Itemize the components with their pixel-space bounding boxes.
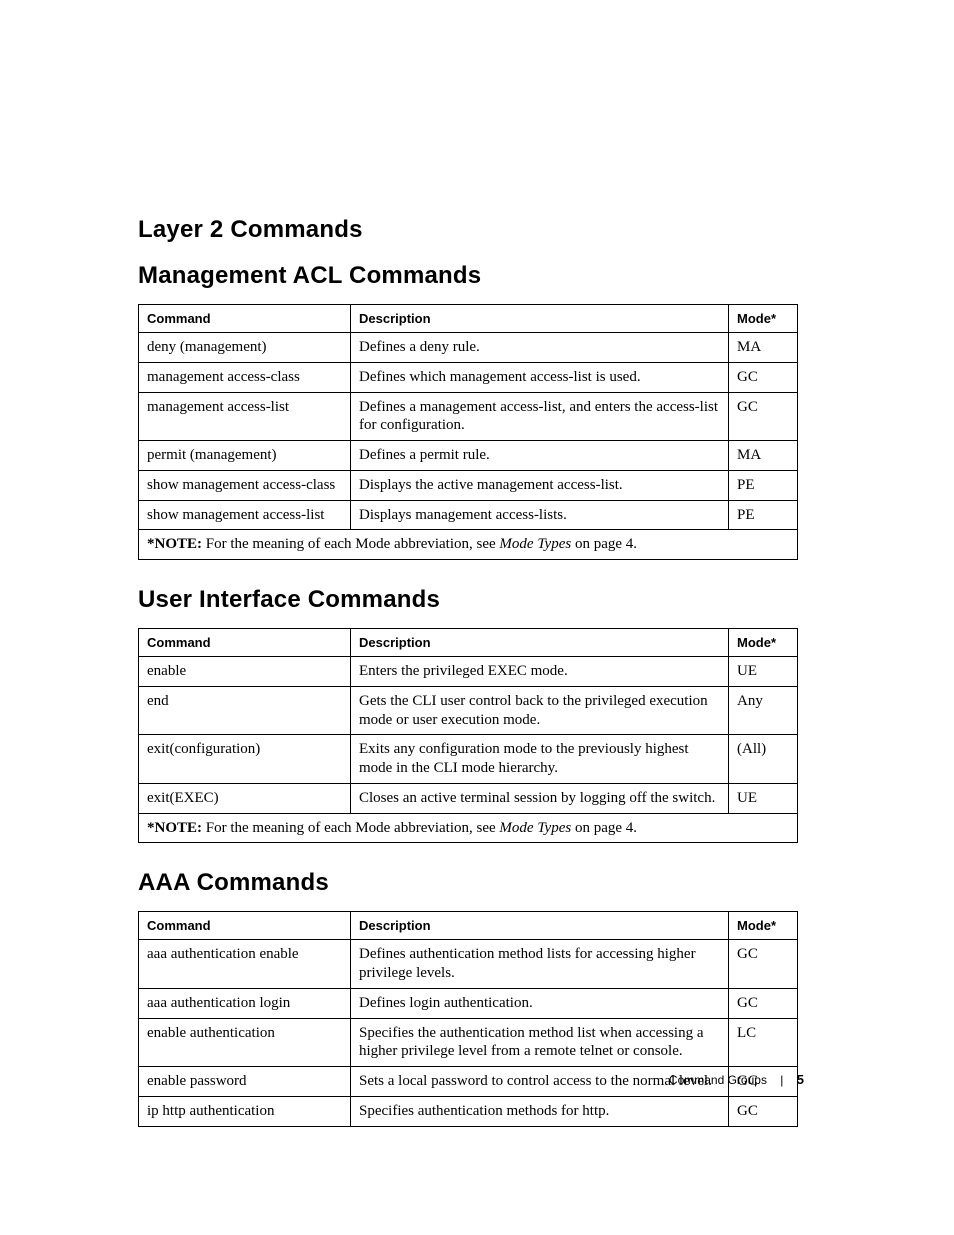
table-row: show management access-listDisplays mana… (139, 500, 798, 530)
note-italic: Mode Types (499, 536, 571, 552)
table-row: endGets the CLI user control back to the… (139, 686, 798, 735)
cell-description: Displays the active management access-li… (351, 470, 729, 500)
cell-mode: GC (729, 362, 798, 392)
cell-mode: (All) (729, 735, 798, 784)
heading-aaa: AAA Commands (138, 869, 804, 897)
cell-description: Closes an active terminal session by log… (351, 783, 729, 813)
cell-description: Defines login authentication. (351, 988, 729, 1018)
cell-description: Defines which management access-list is … (351, 362, 729, 392)
cell-mode: MA (729, 441, 798, 471)
table-ui: Command Description Mode* enableEnters t… (138, 628, 798, 843)
table-aaa: Command Description Mode* aaa authentica… (138, 911, 798, 1126)
note-bold: *NOTE: (147, 820, 202, 836)
col-mode: Mode* (729, 912, 798, 940)
col-command: Command (139, 629, 351, 657)
cell-mode: GC (729, 1096, 798, 1126)
table-mgmt-body: deny (management)Defines a deny rule.MAm… (139, 333, 798, 530)
cell-description: Displays management access-lists. (351, 500, 729, 530)
cell-description: Defines authentication method lists for … (351, 940, 729, 989)
col-description: Description (351, 629, 729, 657)
cell-mode: Any (729, 686, 798, 735)
cell-command: exit(configuration) (139, 735, 351, 784)
table-row: management access-listDefines a manageme… (139, 392, 798, 441)
footer-separator: | (780, 1073, 783, 1087)
col-command: Command (139, 912, 351, 940)
cell-command: show management access-list (139, 500, 351, 530)
cell-description: Specifies authentication methods for htt… (351, 1096, 729, 1126)
note-bold: *NOTE: (147, 536, 202, 552)
cell-command: aaa authentication enable (139, 940, 351, 989)
cell-command: deny (management) (139, 333, 351, 363)
table-note-cell: *NOTE: For the meaning of each Mode abbr… (139, 530, 798, 560)
table-row: enable authenticationSpecifies the authe… (139, 1018, 798, 1067)
table-header-row: Command Description Mode* (139, 629, 798, 657)
heading-layer2: Layer 2 Commands (138, 216, 804, 244)
cell-command: ip http authentication (139, 1096, 351, 1126)
table-row: exit(EXEC)Closes an active terminal sess… (139, 783, 798, 813)
cell-command: management access-class (139, 362, 351, 392)
table-row: ip http authenticationSpecifies authenti… (139, 1096, 798, 1126)
cell-mode: MA (729, 333, 798, 363)
cell-command: enable authentication (139, 1018, 351, 1067)
col-command: Command (139, 305, 351, 333)
table-aaa-body: aaa authentication enableDefines authent… (139, 940, 798, 1126)
table-row: exit(configuration)Exits any configurati… (139, 735, 798, 784)
table-row: management access-classDefines which man… (139, 362, 798, 392)
cell-description: Defines a management access-list, and en… (351, 392, 729, 441)
cell-mode: LC (729, 1018, 798, 1067)
cell-description: Enters the privileged EXEC mode. (351, 657, 729, 687)
cell-mode: GC (729, 392, 798, 441)
col-description: Description (351, 912, 729, 940)
table-row: aaa authentication enableDefines authent… (139, 940, 798, 989)
cell-command: aaa authentication login (139, 988, 351, 1018)
cell-mode: GC (729, 988, 798, 1018)
note-text: For the meaning of each Mode abbreviatio… (202, 820, 499, 836)
table-mgmt: Command Description Mode* deny (manageme… (138, 304, 798, 560)
cell-command: show management access-class (139, 470, 351, 500)
cell-command: exit(EXEC) (139, 783, 351, 813)
cell-command: permit (management) (139, 441, 351, 471)
page-footer: Command Groups | 5 (669, 1072, 804, 1087)
heading-mgmt-acl: Management ACL Commands (138, 262, 804, 290)
note-italic: Mode Types (499, 820, 571, 836)
cell-command: enable (139, 657, 351, 687)
cell-description: Specifies the authentication method list… (351, 1018, 729, 1067)
note-tail: on page 4. (571, 820, 637, 836)
cell-command: management access-list (139, 392, 351, 441)
table-note-row: *NOTE: For the meaning of each Mode abbr… (139, 813, 798, 843)
cell-mode: UE (729, 657, 798, 687)
footer-page-number: 5 (797, 1072, 804, 1087)
cell-mode: PE (729, 500, 798, 530)
table-row: show management access-classDisplays the… (139, 470, 798, 500)
footer-section-label: Command Groups (669, 1073, 767, 1087)
col-mode: Mode* (729, 305, 798, 333)
table-ui-body: enableEnters the privileged EXEC mode.UE… (139, 657, 798, 814)
cell-description: Gets the CLI user control back to the pr… (351, 686, 729, 735)
table-header-row: Command Description Mode* (139, 912, 798, 940)
cell-mode: PE (729, 470, 798, 500)
cell-command: end (139, 686, 351, 735)
table-row: aaa authentication loginDefines login au… (139, 988, 798, 1018)
cell-description: Exits any configuration mode to the prev… (351, 735, 729, 784)
heading-ui: User Interface Commands (138, 586, 804, 614)
table-note-cell: *NOTE: For the meaning of each Mode abbr… (139, 813, 798, 843)
table-header-row: Command Description Mode* (139, 305, 798, 333)
cell-description: Defines a permit rule. (351, 441, 729, 471)
table-row: permit (management)Defines a permit rule… (139, 441, 798, 471)
note-tail: on page 4. (571, 536, 637, 552)
note-text: For the meaning of each Mode abbreviatio… (202, 536, 499, 552)
table-row: deny (management)Defines a deny rule.MA (139, 333, 798, 363)
cell-mode: GC (729, 940, 798, 989)
col-mode: Mode* (729, 629, 798, 657)
table-note-row: *NOTE: For the meaning of each Mode abbr… (139, 530, 798, 560)
document-page: Layer 2 Commands Management ACL Commands… (0, 0, 954, 1235)
table-row: enableEnters the privileged EXEC mode.UE (139, 657, 798, 687)
cell-command: enable password (139, 1067, 351, 1097)
cell-description: Defines a deny rule. (351, 333, 729, 363)
cell-mode: UE (729, 783, 798, 813)
col-description: Description (351, 305, 729, 333)
